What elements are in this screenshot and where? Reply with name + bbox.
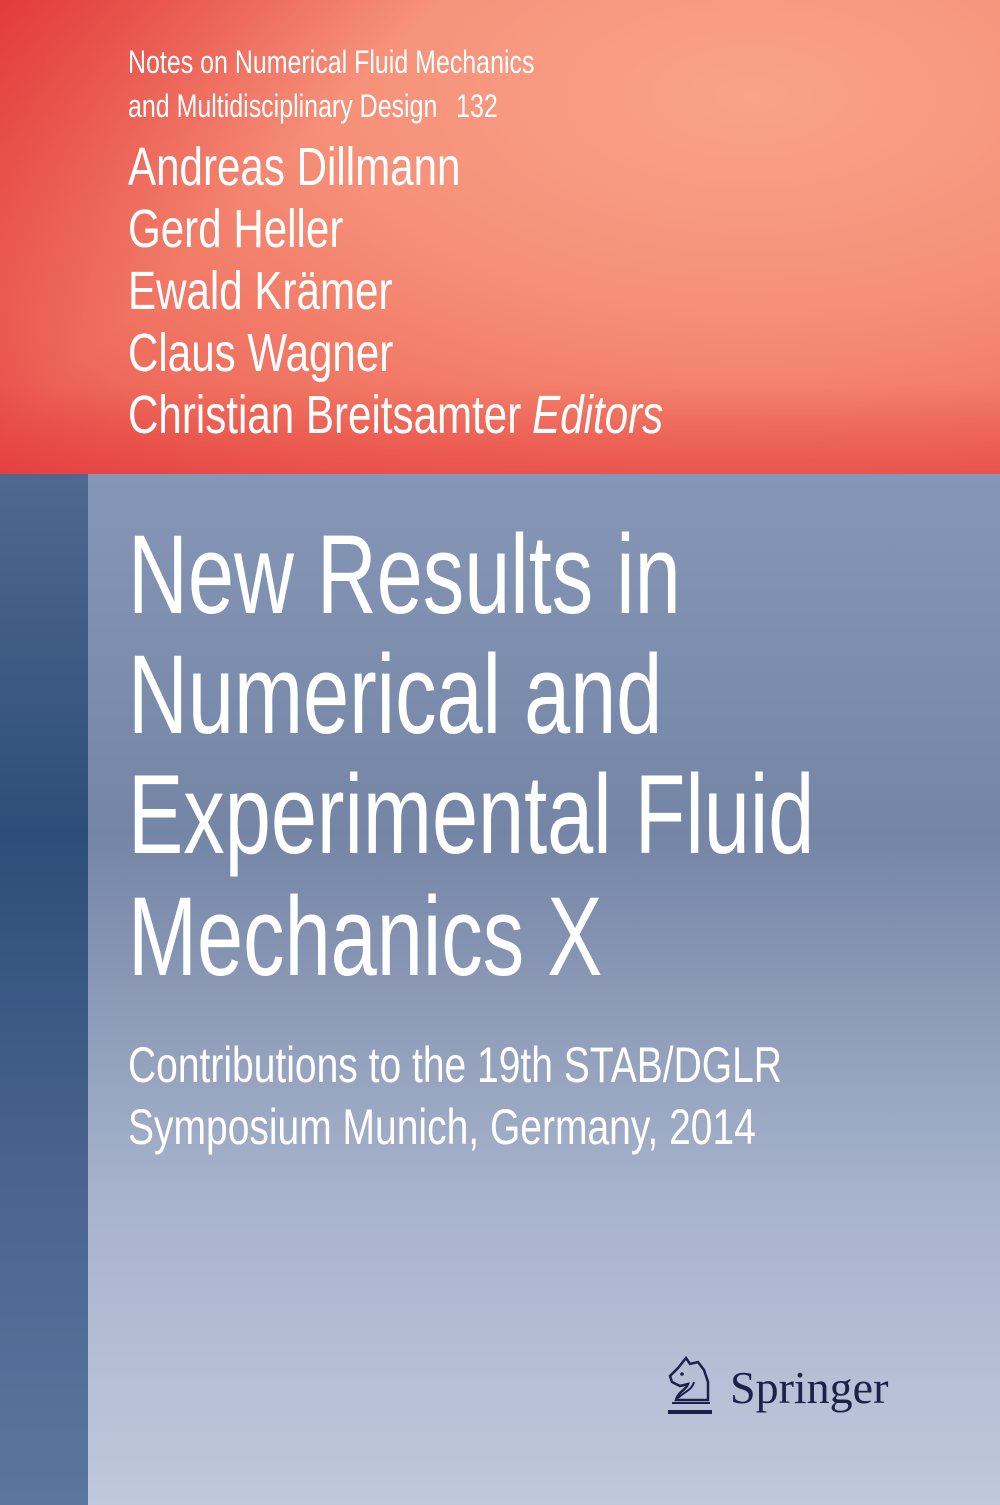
- series-title-line1: Notes on Numerical Fluid Mechanics: [128, 44, 535, 80]
- publisher-name: Springer: [730, 1361, 889, 1413]
- editor-name: Andreas Dillmann: [128, 137, 461, 197]
- series-title-text: and Multidisciplinary Design: [128, 88, 438, 124]
- book-title-line: Numerical and: [128, 632, 663, 757]
- top-band: [0, 0, 1000, 474]
- subtitle-line: Symposium Munich, Germany, 2014: [128, 1099, 756, 1155]
- bottom-band: [0, 474, 1000, 1505]
- book-title-line: Mechanics X: [128, 874, 603, 999]
- series-volume: 132: [456, 88, 498, 124]
- publisher-logo: Springer: [664, 1354, 888, 1420]
- subtitle-line: Contributions to the 19th STAB/DGLR: [128, 1037, 782, 1093]
- editor-name: Gerd Heller: [128, 199, 344, 259]
- editor-name: Christian Breitsamter: [128, 385, 522, 445]
- editor-name: Ewald Krämer: [128, 261, 393, 321]
- editor-name: Claus Wagner: [128, 323, 394, 383]
- book-title-line: Experimental Fluid: [128, 752, 815, 877]
- springer-knight-icon: [668, 1355, 712, 1414]
- series-title-line2: and Multidisciplinary Design 132: [128, 88, 498, 125]
- editors-label: Editors: [532, 385, 664, 445]
- editor-name-last: Christian Breitsamter Editors: [128, 384, 663, 446]
- book-title-line: New Results in: [128, 512, 681, 637]
- spine-strip: [0, 474, 88, 1505]
